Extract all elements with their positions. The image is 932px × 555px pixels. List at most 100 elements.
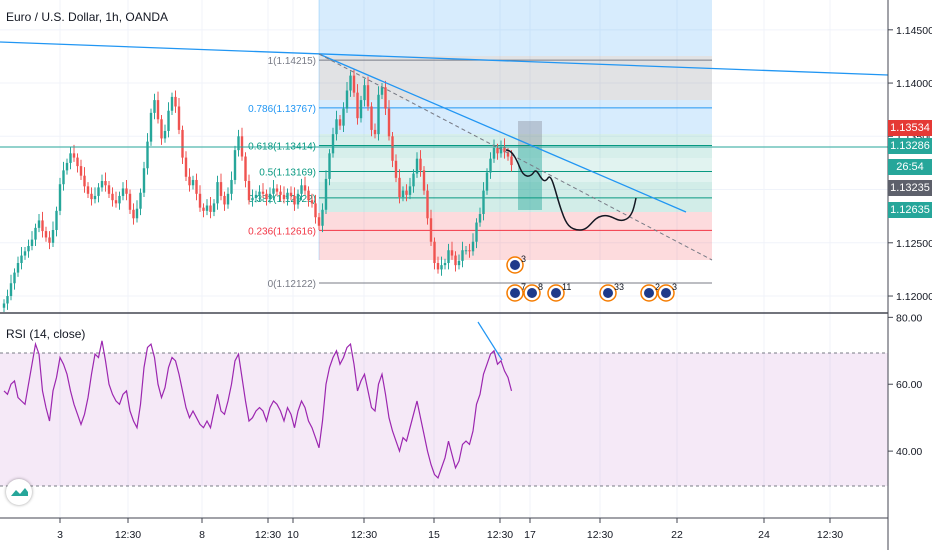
drawings[interactable]	[0, 41, 889, 361]
long-trendline[interactable]	[0, 41, 889, 76]
candle[interactable]	[23, 251, 27, 256]
candle[interactable]	[111, 193, 114, 201]
candle[interactable]	[317, 217, 321, 226]
candle[interactable]	[97, 187, 100, 196]
candle[interactable]	[349, 75, 352, 91]
dashed-projection-line[interactable]	[318, 53, 713, 261]
candle[interactable]	[510, 156, 513, 166]
candle[interactable]	[485, 172, 489, 191]
candle[interactable]	[244, 156, 247, 182]
candle[interactable]	[492, 148, 496, 159]
candle[interactable]	[468, 250, 471, 252]
price-tag[interactable]: 26:54	[888, 159, 932, 175]
price-tag[interactable]: 1.13286	[888, 138, 932, 154]
candle[interactable]	[184, 157, 188, 177]
candle[interactable]	[223, 195, 226, 205]
candle[interactable]	[279, 191, 282, 195]
candle[interactable]	[13, 272, 16, 284]
candle[interactable]	[76, 157, 79, 167]
candle[interactable]	[212, 203, 216, 212]
candle[interactable]	[195, 179, 198, 194]
candle[interactable]	[457, 260, 461, 266]
candle[interactable]	[363, 85, 366, 101]
candle[interactable]	[321, 209, 324, 226]
candle[interactable]	[174, 96, 177, 107]
candle[interactable]	[422, 170, 426, 191]
candle[interactable]	[289, 192, 293, 196]
candle[interactable]	[412, 173, 415, 187]
candle[interactable]	[429, 218, 433, 242]
candle[interactable]	[268, 193, 272, 200]
rsi-trendline[interactable]	[477, 321, 503, 361]
candle[interactable]	[454, 255, 457, 266]
candle[interactable]	[471, 241, 475, 252]
candle[interactable]	[163, 130, 167, 139]
candle[interactable]	[300, 185, 303, 194]
candle[interactable]	[20, 255, 23, 264]
candle[interactable]	[170, 96, 174, 111]
rsi-line[interactable]	[3, 340, 513, 479]
candle[interactable]	[415, 158, 419, 174]
candle[interactable]	[6, 296, 9, 304]
candle[interactable]	[419, 158, 422, 171]
candle[interactable]	[93, 195, 97, 200]
candle[interactable]	[139, 192, 142, 209]
candle[interactable]	[118, 195, 121, 204]
candle[interactable]	[373, 129, 377, 135]
candle[interactable]	[69, 153, 72, 163]
candle[interactable]	[401, 190, 405, 197]
price-tag[interactable]: 1.13534	[888, 120, 932, 136]
event-marker[interactable]: 8	[523, 282, 543, 302]
candle[interactable]	[128, 193, 132, 210]
candle[interactable]	[132, 209, 135, 219]
candle[interactable]	[489, 158, 492, 173]
candle[interactable]	[135, 208, 139, 219]
candle[interactable]	[58, 184, 62, 211]
candle[interactable]	[286, 192, 289, 200]
candle[interactable]	[356, 92, 359, 119]
candle[interactable]	[216, 182, 219, 204]
candle[interactable]	[230, 179, 233, 194]
candle[interactable]	[450, 250, 454, 256]
candle[interactable]	[405, 190, 408, 195]
event-marker[interactable]: 11	[547, 282, 571, 302]
candle[interactable]	[251, 198, 254, 201]
event-marker[interactable]: 3	[657, 282, 677, 302]
candle[interactable]	[233, 150, 237, 180]
candle[interactable]	[16, 263, 20, 273]
candle[interactable]	[293, 195, 296, 205]
candle[interactable]	[359, 100, 363, 119]
candle[interactable]	[324, 178, 328, 210]
candle[interactable]	[503, 146, 506, 153]
candle[interactable]	[338, 119, 342, 126]
candle[interactable]	[104, 181, 107, 186]
candle[interactable]	[307, 190, 310, 201]
economic-events[interactable]: 3 7 8 11 33 2 3	[506, 254, 677, 302]
candle[interactable]	[436, 263, 440, 270]
candle[interactable]	[475, 222, 478, 242]
candle[interactable]	[310, 200, 314, 204]
candle[interactable]	[202, 207, 205, 211]
candle[interactable]	[51, 230, 55, 243]
candle[interactable]	[188, 176, 191, 186]
candle[interactable]	[44, 231, 48, 238]
candle[interactable]	[394, 160, 398, 178]
candle[interactable]	[219, 182, 223, 196]
candle[interactable]	[205, 205, 209, 211]
candle[interactable]	[79, 166, 83, 176]
candle[interactable]	[342, 108, 345, 126]
candle[interactable]	[272, 188, 275, 194]
candle[interactable]	[153, 100, 156, 113]
candle[interactable]	[247, 181, 251, 201]
candle[interactable]	[345, 90, 349, 109]
candle[interactable]	[37, 220, 41, 228]
candle[interactable]	[48, 237, 51, 243]
candle[interactable]	[335, 119, 338, 135]
price-tag[interactable]: 1.12635	[888, 202, 932, 218]
candle[interactable]	[181, 129, 184, 158]
candle[interactable]	[440, 265, 443, 270]
event-marker[interactable]: 7	[506, 282, 526, 302]
candle[interactable]	[261, 191, 265, 194]
